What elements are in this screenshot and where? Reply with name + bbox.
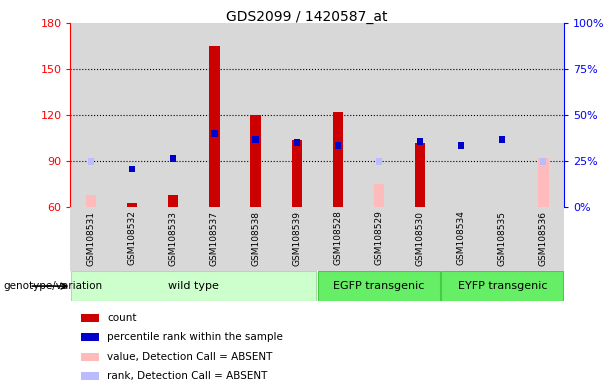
FancyBboxPatch shape xyxy=(318,271,440,301)
Text: GDS2099 / 1420587_at: GDS2099 / 1420587_at xyxy=(226,10,387,23)
Bar xyxy=(441,23,482,207)
Bar xyxy=(81,353,99,361)
Text: count: count xyxy=(107,313,137,323)
Bar xyxy=(538,158,549,207)
Text: GSM108538: GSM108538 xyxy=(251,210,260,265)
Text: GSM108533: GSM108533 xyxy=(169,210,178,265)
Text: GSM108531: GSM108531 xyxy=(86,210,96,265)
Text: wild type: wild type xyxy=(169,281,219,291)
Bar xyxy=(376,158,382,165)
Bar xyxy=(235,23,276,207)
Bar xyxy=(153,23,194,207)
Bar xyxy=(458,142,464,149)
Bar xyxy=(333,112,343,207)
Bar xyxy=(170,155,177,162)
Text: GSM108536: GSM108536 xyxy=(539,210,548,265)
Bar xyxy=(335,142,341,149)
Bar xyxy=(523,207,564,271)
Bar xyxy=(81,333,99,341)
Bar xyxy=(318,23,359,207)
Bar xyxy=(235,207,276,271)
Text: GSM108539: GSM108539 xyxy=(292,210,301,265)
Bar xyxy=(294,139,300,146)
Bar xyxy=(276,23,318,207)
Text: GSM108528: GSM108528 xyxy=(333,210,342,265)
Bar xyxy=(81,314,99,322)
Text: GSM108537: GSM108537 xyxy=(210,210,219,265)
Text: GSM108532: GSM108532 xyxy=(128,210,137,265)
Bar xyxy=(153,207,194,271)
Bar xyxy=(441,207,482,271)
Bar xyxy=(253,136,259,143)
Bar xyxy=(129,166,135,172)
Bar xyxy=(168,195,178,207)
Bar xyxy=(88,158,94,165)
Bar xyxy=(112,23,153,207)
Bar xyxy=(523,23,564,207)
Bar xyxy=(415,143,425,207)
Text: GSM108529: GSM108529 xyxy=(375,210,383,265)
Bar xyxy=(112,207,153,271)
Bar xyxy=(482,23,523,207)
Bar xyxy=(211,130,218,137)
Bar xyxy=(359,207,400,271)
Text: EYFP transgenic: EYFP transgenic xyxy=(457,281,547,291)
FancyBboxPatch shape xyxy=(71,271,316,301)
Text: percentile rank within the sample: percentile rank within the sample xyxy=(107,332,283,342)
Bar xyxy=(400,207,441,271)
Bar xyxy=(359,23,400,207)
Bar xyxy=(276,207,318,271)
Bar xyxy=(70,207,112,271)
Bar xyxy=(482,207,523,271)
FancyBboxPatch shape xyxy=(441,271,563,301)
Text: rank, Detection Call = ABSENT: rank, Detection Call = ABSENT xyxy=(107,371,267,381)
Text: EGFP transgenic: EGFP transgenic xyxy=(333,281,425,291)
Bar xyxy=(318,207,359,271)
Bar xyxy=(81,372,99,380)
Bar xyxy=(400,23,441,207)
Bar xyxy=(194,207,235,271)
Bar xyxy=(499,136,505,143)
Bar xyxy=(86,195,96,207)
Bar xyxy=(70,23,112,207)
Bar xyxy=(194,23,235,207)
Text: GSM108530: GSM108530 xyxy=(416,210,425,265)
Text: value, Detection Call = ABSENT: value, Detection Call = ABSENT xyxy=(107,352,272,362)
Bar xyxy=(417,138,423,145)
Text: GSM108534: GSM108534 xyxy=(457,210,466,265)
Bar xyxy=(374,184,384,207)
Bar xyxy=(250,115,261,207)
Text: genotype/variation: genotype/variation xyxy=(3,281,102,291)
Bar xyxy=(127,203,137,207)
Bar xyxy=(540,158,546,165)
Bar xyxy=(292,140,302,207)
Text: GSM108535: GSM108535 xyxy=(498,210,507,265)
Bar xyxy=(209,46,219,207)
